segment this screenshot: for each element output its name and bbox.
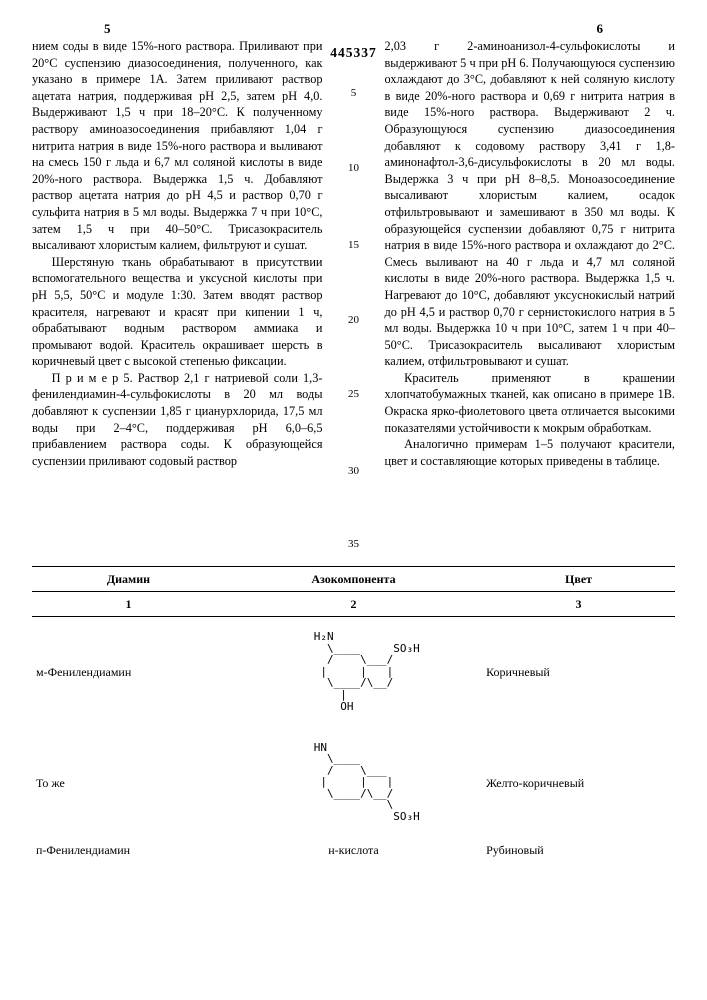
cell-azo: H₂N \____ SO₃H / \___/ | | | \____/\__/ … xyxy=(225,617,482,728)
cell-diamine: п-Фенилендиамин xyxy=(32,838,225,862)
chem-structure: H₂N \____ SO₃H / \___/ | | | \____/\__/ … xyxy=(287,631,419,712)
right-p3: Аналогично примерам 1–5 получают красите… xyxy=(385,436,676,469)
right-p2: Краситель применяют в крашении хлопчатоб… xyxy=(385,370,676,436)
line-number: 15 xyxy=(347,238,361,253)
line-number: 30 xyxy=(347,464,361,479)
th-color: Цвет xyxy=(482,566,675,591)
line-number: 5 xyxy=(347,86,361,101)
table-row: м-Фенилендиамин H₂N \____ SO₃H / \___/ |… xyxy=(32,617,675,728)
cell-color: Желто-коричневый xyxy=(482,728,675,838)
col-num-left: 5 xyxy=(104,20,111,38)
cell-color: Рубиновый xyxy=(482,838,675,862)
table-num-row: 1 2 3 xyxy=(32,592,675,617)
cell-diamine: То же xyxy=(32,728,225,838)
left-p1: нием соды в виде 15%-ного раствора. Прил… xyxy=(32,38,323,254)
right-p1: 2,03 г 2-аминоанизол-4-сульфокислоты и в… xyxy=(385,38,676,370)
th-diamine: Диамин xyxy=(32,566,225,591)
right-column: 2,03 г 2-аминоанизол-4-сульфокислоты и в… xyxy=(385,38,676,552)
line-number: 25 xyxy=(347,387,361,402)
left-p3: П р и м е р 5. Раствор 2,1 г натриевой с… xyxy=(32,370,323,470)
table-row: То же HN \____ / \___ | | | \____/\__/ \… xyxy=(32,728,675,838)
line-number: 10 xyxy=(347,161,361,176)
col-num-right: 6 xyxy=(597,20,604,38)
dye-table: Диамин Азокомпонента Цвет 1 2 3 м-Фениле… xyxy=(32,566,675,863)
cell-azo: н-кислота xyxy=(225,838,482,862)
line-numbers: 5 10 15 20 25 30 35 xyxy=(347,38,361,552)
th-n2: 2 xyxy=(225,592,482,617)
line-number: 35 xyxy=(347,537,361,552)
th-n3: 3 xyxy=(482,592,675,617)
cell-diamine: м-Фенилендиамин xyxy=(32,617,225,728)
table-row: п-Фенилендиаминн-кислотаРубиновый xyxy=(32,838,675,862)
th-azo: Азокомпонента xyxy=(225,566,482,591)
patent-page: 5 6 445337 нием соды в виде 15%-ного рас… xyxy=(0,0,707,886)
table-header-row: Диамин Азокомпонента Цвет xyxy=(32,566,675,591)
chem-structure: HN \____ / \___ | | | \____/\__/ \ SO₃H xyxy=(287,742,419,823)
cell-azo: HN \____ / \___ | | | \____/\__/ \ SO₃H xyxy=(225,728,482,838)
text-columns: нием соды в виде 15%-ного раствора. Прил… xyxy=(32,38,675,552)
line-number: 20 xyxy=(347,313,361,328)
th-n1: 1 xyxy=(32,592,225,617)
left-column: нием соды в виде 15%-ного раствора. Прил… xyxy=(32,38,323,552)
cell-color: Коричневый xyxy=(482,617,675,728)
left-p2: Шерстяную ткань обрабатывают в присутств… xyxy=(32,254,323,370)
